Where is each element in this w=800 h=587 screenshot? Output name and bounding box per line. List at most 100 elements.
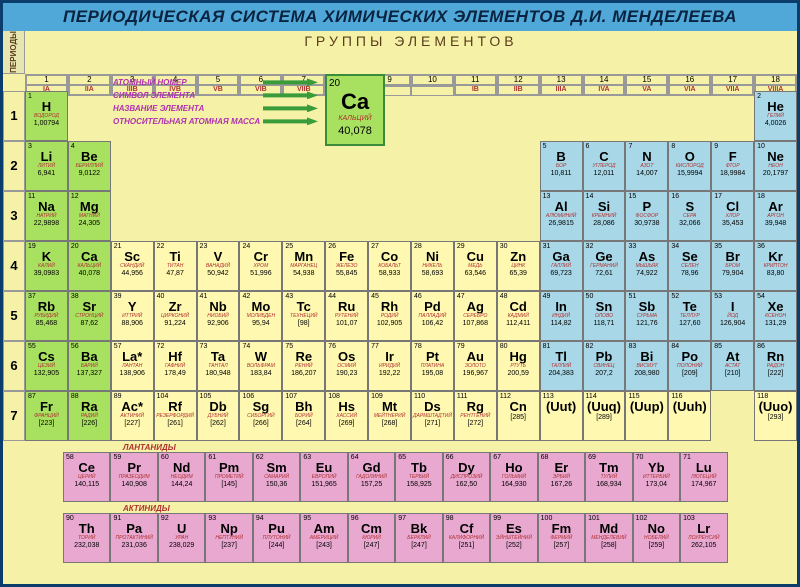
element-cell: 37RbРУБИДИЙ85,468: [25, 291, 68, 341]
element-symbol: P: [627, 200, 666, 213]
element-name: МАГНИЙ: [70, 214, 109, 219]
element-cell: 112Cn[285]: [497, 391, 540, 441]
element-cell: 111RgРЕНТГЕНИЙ[272]: [454, 391, 497, 441]
element-name: МАРГАНЕЦ: [284, 264, 323, 269]
element-name: ГАФНИЙ: [156, 364, 195, 369]
element-name: БЕРИЛЛИЙ: [70, 164, 109, 169]
atomic-number: 12: [71, 193, 79, 200]
atomic-mass: 138,906: [113, 370, 152, 377]
element-name: ПРАЗЕОДИМ: [112, 475, 155, 480]
atomic-number: 16: [671, 193, 679, 200]
element-symbol: Nd: [160, 461, 203, 474]
atomic-number: 72: [157, 343, 165, 350]
element-symbol: B: [542, 150, 581, 163]
atomic-number: 17: [714, 193, 722, 200]
atomic-mass: 39,948: [756, 220, 795, 227]
atomic-mass: 183,84: [241, 370, 280, 377]
atomic-mass: 22,9898: [27, 220, 66, 227]
element-name: СЕРА: [670, 214, 709, 219]
element-cell: 116(Uuh): [668, 391, 711, 441]
atomic-number: 9: [714, 143, 718, 150]
atomic-number: 32: [586, 243, 594, 250]
element-name: ФТОР: [713, 164, 752, 169]
element-symbol: (Uup): [627, 400, 666, 413]
atomic-number: 86: [757, 343, 765, 350]
element-name: ИРИДИЙ: [370, 364, 409, 369]
element-symbol: Pu: [255, 522, 298, 535]
element-name: КАЛЬЦИЙ: [70, 264, 109, 269]
element-symbol: Sg: [241, 400, 280, 413]
element-name: УГЛЕРОД: [585, 164, 624, 169]
element-cell: 72HfГАФНИЙ178,49: [154, 341, 197, 391]
arrow-icon: [263, 78, 318, 86]
atomic-number: 14: [586, 193, 594, 200]
atomic-mass: [252]: [492, 542, 535, 549]
atomic-mass: 174,967: [682, 481, 725, 488]
element-name: ГАДОЛИНИЙ: [350, 475, 393, 480]
element-name: СКАНДИЙ: [113, 264, 152, 269]
lanthanides-block: ЛАНТАНИДЫ 58CeЦЕРИЙ140,11559PrПРАЗЕОДИМ1…: [3, 443, 797, 502]
atomic-mass: 107,868: [456, 320, 495, 327]
atomic-number: 111: [457, 393, 468, 400]
atomic-number: 41: [200, 293, 208, 300]
element-cell: 65TbТЕРБИЙ158,925: [395, 452, 442, 502]
atomic-mass: 118,71: [585, 320, 624, 327]
atomic-mass: 178,49: [156, 370, 195, 377]
element-symbol: Sb: [627, 300, 666, 313]
atomic-mass: 137,327: [70, 370, 109, 377]
element-symbol: As: [627, 250, 666, 263]
atomic-mass: 192,22: [370, 370, 409, 377]
element-cell: 39YИТТРИЙ88,906: [111, 291, 154, 341]
atomic-number: 78: [414, 343, 422, 350]
element-cell: 18ArАРГОН39,948: [754, 191, 797, 241]
element-cell: 100FmФЕРМИЙ[257]: [538, 513, 585, 563]
atomic-mass: [269]: [327, 420, 366, 427]
element-symbol: Cd: [499, 300, 538, 313]
atomic-mass: 47,87: [156, 270, 195, 277]
element-symbol: Sm: [255, 461, 298, 474]
element-name: МЕНДЕЛЕВИЙ: [587, 536, 630, 541]
atomic-number: 6: [586, 143, 590, 150]
atomic-mass: [251]: [445, 542, 488, 549]
arrow-icon: [263, 91, 318, 99]
atomic-mass: 173,04: [635, 481, 678, 488]
atomic-mass: 18,9984: [713, 170, 752, 177]
element-cell: 38SrСТРОНЦИЙ87,62: [68, 291, 111, 341]
atomic-mass: 92,906: [199, 320, 238, 327]
atomic-mass: 208,980: [627, 370, 666, 377]
atomic-number: 112: [500, 393, 511, 400]
element-symbol: Ta: [199, 350, 238, 363]
element-name: НЕОДИМ: [160, 475, 203, 480]
element-cell: 76OsОСМИЙ190,23: [325, 341, 368, 391]
element-symbol: Au: [456, 350, 495, 363]
element-symbol: Sn: [585, 300, 624, 313]
element-cell: 7NАЗОТ14,007: [625, 141, 668, 191]
atomic-number: 46: [414, 293, 422, 300]
atomic-mass: 127,60: [670, 320, 709, 327]
element-name: АКТИНИЙ: [113, 414, 152, 419]
element-symbol: Cm: [350, 522, 393, 535]
sample-mass: 40,078: [329, 125, 381, 137]
element-symbol: Pd: [413, 300, 452, 313]
element-name: ЦИРКОНИЙ: [156, 314, 195, 319]
element-name: РАДОН: [756, 364, 795, 369]
atomic-mass: 55,845: [327, 270, 366, 277]
element-symbol: (Uuq): [585, 400, 624, 413]
atomic-mass: 79,904: [713, 270, 752, 277]
element-cell: 95AmАМЕРИЦИЙ[243]: [300, 513, 347, 563]
lanthanides-label: ЛАНТАНИДЫ: [83, 443, 797, 452]
atomic-number: 1: [28, 93, 32, 100]
element-cell: 56BaБАРИЙ137,327: [68, 341, 111, 391]
element-name: ВОЛЬФРАМ: [241, 364, 280, 369]
element-name: ЖЕЛЕЗО: [327, 264, 366, 269]
element-cell: 101MdМЕНДЕЛЕВИЙ[258]: [585, 513, 632, 563]
element-symbol: Ni: [413, 250, 452, 263]
element-symbol: Tb: [397, 461, 440, 474]
atomic-mass: 20,1797: [756, 170, 795, 177]
element-cell: 13AlАЛЮМИНИЙ26,9815: [540, 191, 583, 241]
atomic-number: 80: [500, 343, 508, 350]
element-cell: 50SnОЛОВО118,71: [583, 291, 626, 341]
element-symbol: Am: [302, 522, 345, 535]
element-symbol: Ag: [456, 300, 495, 313]
element-name: АЗОТ: [627, 164, 666, 169]
